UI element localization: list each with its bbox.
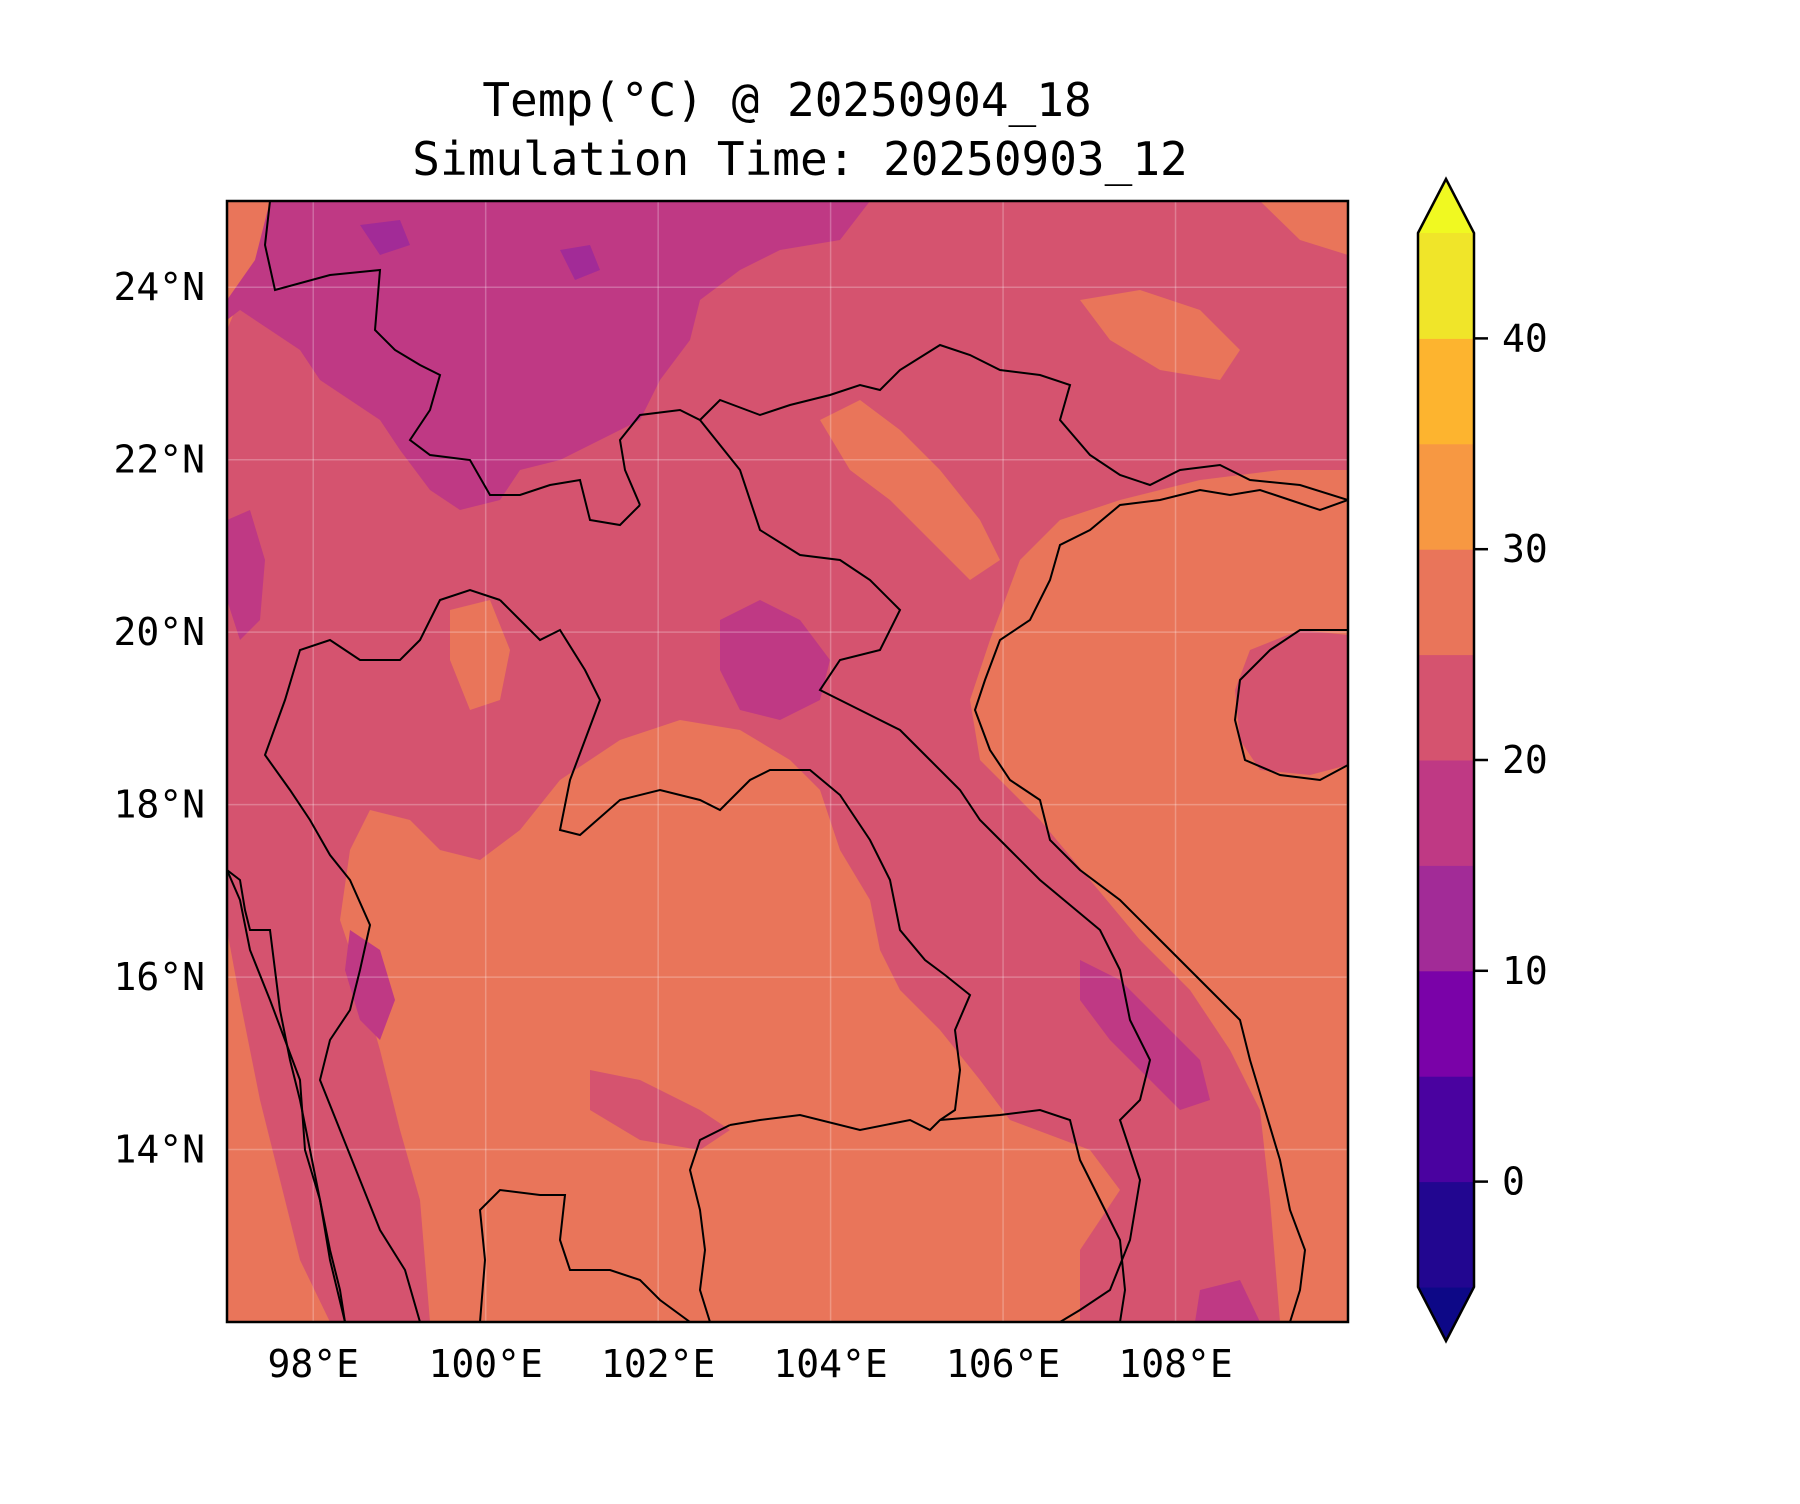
colorbar-outline	[1416, 176, 1476, 1344]
border-laos-china-vietnam	[618, 343, 1348, 506]
temp-band-10-15-patch	[560, 245, 600, 280]
lon-tick-label: 100°E	[428, 1342, 542, 1386]
colorbar: 0 10 20 30 40	[1416, 176, 1548, 1344]
title-line-2: Simulation Time: 20250903_12	[412, 132, 1187, 186]
lat-tick-label: 22°N	[113, 438, 205, 482]
colorbar-bin	[1418, 760, 1474, 866]
lon-tick-label: 104°E	[773, 1342, 887, 1386]
temp-band-15-20-south-tip	[1195, 1280, 1260, 1322]
lat-tick-label: 24°N	[113, 265, 205, 309]
lon-tick-label: 102°E	[601, 1342, 715, 1386]
temp-band-15-20-laos	[720, 600, 830, 720]
latitude-tick-labels: 24°N 22°N 20°N 18°N 16°N 14°N	[113, 265, 205, 1171]
lat-tick-label: 20°N	[113, 610, 205, 654]
border-thailand-laos	[499, 599, 972, 1132]
lon-tick-label: 108°E	[1118, 1342, 1232, 1386]
temp-band-10-15-patch	[360, 220, 410, 255]
coastline-vietnam	[973, 488, 1348, 1322]
border-laos-vietnam	[699, 419, 1152, 1322]
border-thailand-myanmar	[263, 588, 501, 1322]
colorbar-extend-min	[1418, 1287, 1474, 1341]
temp-band-25-30-west-patch	[450, 600, 510, 710]
temp-band-15-20-myanmar	[345, 930, 395, 1040]
map-frame	[225, 199, 1350, 1324]
temp-band-15-20-west	[227, 510, 265, 640]
colorbar-bin	[1418, 865, 1474, 972]
colorbar-tick-label: 20	[1502, 738, 1548, 782]
colorbar-extend-max	[1418, 179, 1474, 233]
hainan-island-band	[1235, 630, 1348, 775]
title-line-1: Temp(°C) @ 20250904_18	[482, 73, 1091, 127]
colorbar-tick-label: 10	[1502, 949, 1548, 993]
coastlines	[227, 488, 1348, 1322]
temp-band-25-30-nw-edge	[227, 201, 270, 300]
coastline-andaman	[227, 869, 346, 1322]
border-china-myanmar	[263, 201, 641, 527]
colorbar-bin	[1418, 654, 1474, 761]
colorbar-tick-label: 0	[1502, 1160, 1525, 1204]
gridlines	[227, 201, 1348, 1322]
lat-tick-label: 14°N	[113, 1128, 205, 1172]
colorbar-tick-label: 30	[1502, 527, 1548, 571]
colorbar-bin	[1418, 338, 1474, 445]
temp-band-15-20-north	[227, 201, 870, 510]
temp-band-25-30-river-valley	[820, 400, 1000, 580]
temp-band-15-20-annamite	[1080, 960, 1210, 1110]
map-panel	[227, 201, 1348, 1322]
colorbar-bin	[1418, 970, 1474, 1077]
colorbar-tick-label: 40	[1502, 316, 1548, 360]
lat-tick-label: 16°N	[113, 955, 205, 999]
colorbar-bin	[1418, 1181, 1474, 1288]
lat-tick-label: 18°N	[113, 783, 205, 827]
coastline-hainan	[1233, 629, 1348, 782]
temp-band-25-30-north-patch	[1080, 290, 1240, 380]
border-cambodia-vietnam	[939, 1108, 1127, 1322]
colorbar-bin	[1418, 233, 1474, 339]
lon-tick-label: 98°E	[267, 1342, 359, 1386]
coastline-gulf-thailand	[478, 1188, 691, 1322]
colorbar-bin	[1418, 549, 1474, 656]
longitude-tick-labels: 98°E 100°E 102°E 104°E 106°E 108°E	[267, 1342, 1232, 1386]
temp-band-20-25-south	[590, 1070, 730, 1150]
colorbar-bin	[1418, 1076, 1474, 1183]
colorbar-bin	[1418, 443, 1474, 550]
border-cambodia-thailand	[688, 1124, 731, 1322]
lon-tick-label: 106°E	[946, 1342, 1060, 1386]
